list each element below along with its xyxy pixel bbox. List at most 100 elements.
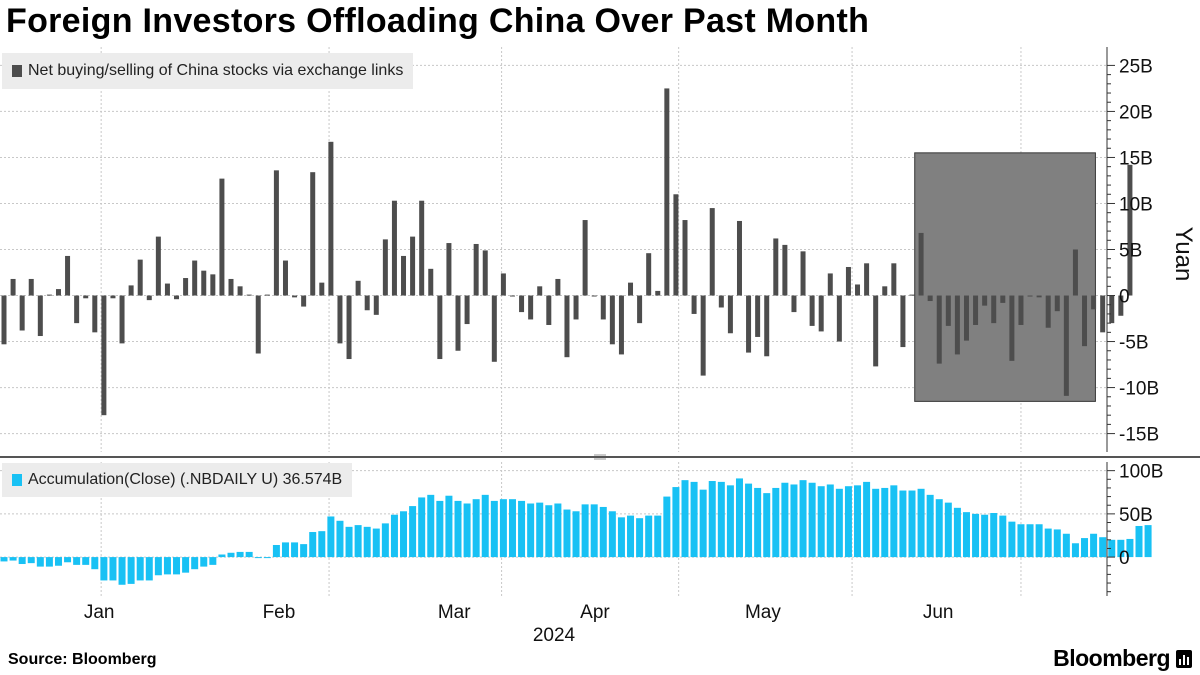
net-flow-bar [691, 295, 697, 314]
bloomberg-chart-icon [1176, 650, 1192, 668]
bottom-legend-label: Accumulation(Close) (.NBDAILY U) 36.574B [28, 471, 343, 488]
net-flow-bar [1018, 295, 1024, 325]
accumulation-bar [627, 515, 635, 558]
net-flow-bar [609, 295, 615, 345]
accumulation-bar [754, 487, 762, 558]
net-flow-bar [582, 220, 588, 296]
net-flow-bar [900, 295, 906, 348]
accumulation-bar [717, 481, 725, 558]
net-flow-bar [573, 295, 579, 320]
accumulation-bar [590, 504, 598, 558]
accumulation-bar [608, 511, 616, 558]
y-tick-label-top: -15B [1119, 425, 1159, 446]
net-flow-bar [764, 295, 770, 357]
net-flow-bar [164, 283, 170, 296]
x-axis-year: 2024 [533, 625, 576, 646]
accumulation-bar [9, 557, 17, 561]
accumulation-bar [935, 499, 943, 558]
accumulation-bar [454, 500, 462, 558]
accumulation-bar [336, 520, 344, 558]
x-tick-label: Jun [923, 602, 954, 623]
accumulation-bar [826, 484, 834, 558]
accumulation-bar [917, 488, 925, 558]
accumulation-bar [481, 494, 489, 558]
net-flow-bar [600, 295, 606, 320]
accumulation-bar [863, 481, 871, 558]
accumulation-bar [1071, 543, 1079, 558]
y-tick-label-top: 10B [1119, 194, 1153, 215]
net-flow-bar [537, 286, 543, 296]
net-flow-bar [1109, 295, 1115, 324]
net-flow-bar [918, 232, 924, 296]
net-flow-bar [401, 255, 407, 296]
net-flow-bar [746, 295, 752, 353]
accumulation-bar [844, 486, 852, 558]
net-flow-bar [591, 295, 597, 297]
accumulation-bar [118, 557, 126, 585]
net-flow-bar [28, 278, 34, 296]
net-flow-bar [337, 295, 343, 344]
net-flow-bar [473, 243, 479, 296]
net-flow-bar [391, 200, 397, 296]
accumulation-bar [672, 487, 680, 558]
accumulation-bar [254, 557, 262, 559]
net-flow-bar [1063, 295, 1069, 396]
net-flow-bar [92, 295, 98, 333]
accumulation-bar [163, 557, 171, 575]
chart-title: Foreign Investors Offloading China Over … [6, 2, 870, 40]
net-flow-bar [1, 295, 7, 345]
net-flow-bar [455, 295, 461, 351]
accumulation-bar [381, 523, 389, 558]
net-flow-bar [310, 172, 316, 296]
accumulation-bar [599, 506, 607, 558]
accumulation-bar [636, 518, 644, 558]
net-flow-bar [1054, 295, 1060, 312]
accumulation-bar [699, 489, 707, 558]
accumulation-bar [518, 500, 526, 558]
accumulation-bar [990, 513, 998, 558]
accumulation-bar [173, 557, 181, 575]
accumulation-bar [300, 544, 308, 558]
net-flow-bar [19, 295, 25, 331]
source-note: Source: Bloomberg [8, 651, 157, 668]
net-flow-bar [773, 238, 779, 296]
accumulation-bar [191, 557, 199, 570]
accumulation-bar [536, 502, 544, 558]
net-flow-bar [618, 295, 624, 355]
net-flow-bar [237, 286, 243, 296]
accumulation-bar [318, 531, 326, 558]
accumulation-bar [1044, 528, 1052, 558]
accumulation-bar [962, 512, 970, 558]
net-flow-bar [364, 295, 370, 311]
net-flow-bar [709, 208, 715, 296]
accumulation-bar [82, 557, 90, 565]
net-flow-bar [228, 278, 234, 296]
y-tick-label-bottom: 100B [1119, 462, 1163, 483]
net-flow-bar [37, 295, 43, 337]
y-tick-label-top: 5B [1119, 241, 1142, 262]
y-tick-label-bottom: 50B [1119, 505, 1153, 526]
accumulation-bar [354, 525, 362, 558]
accumulation-bar [1062, 533, 1070, 558]
net-flow-bar [83, 295, 89, 299]
accumulation-bar [808, 482, 816, 558]
net-flow-bar [1072, 249, 1078, 296]
accumulation-bar [418, 497, 426, 558]
accumulation-bar [145, 557, 153, 581]
x-tick-label: Feb [263, 602, 296, 623]
accumulation-bar [136, 557, 144, 581]
bottom-legend: Accumulation(Close) (.NBDAILY U) 36.574B [2, 463, 353, 497]
accumulation-bar [263, 557, 271, 559]
x-tick-label: Apr [580, 602, 610, 623]
net-flow-bar [482, 250, 488, 296]
accumulation-bar [1090, 533, 1098, 558]
net-flow-bar [882, 286, 888, 296]
accumulation-bar [554, 503, 562, 558]
net-flow-bar [264, 294, 270, 296]
net-flow-bar [791, 295, 797, 313]
accumulation-bar [463, 503, 471, 558]
accumulation-bar [245, 551, 253, 558]
net-flow-bar [201, 270, 207, 296]
accumulation-bar [1026, 524, 1034, 558]
